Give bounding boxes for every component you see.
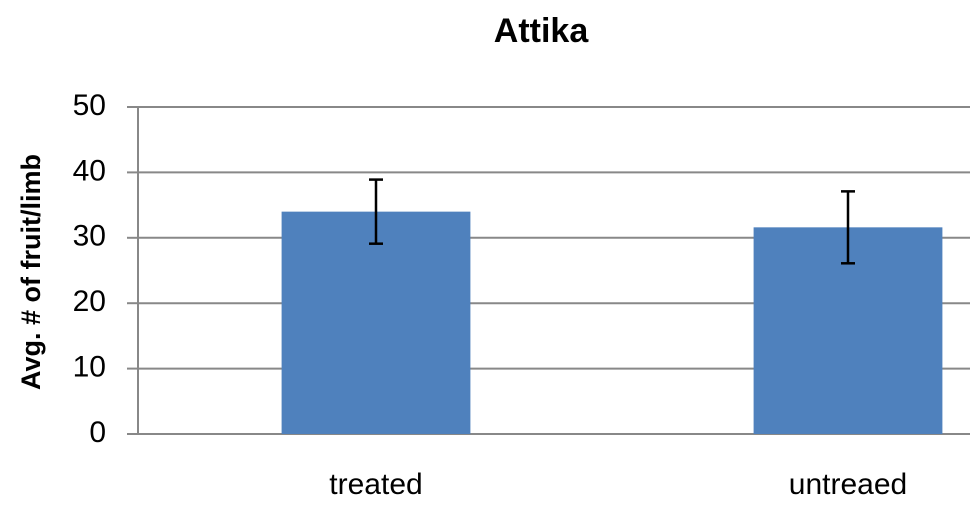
y-axis-label: Avg. # of fruit/limb bbox=[16, 154, 46, 390]
x-tick-label: untreaed bbox=[789, 468, 907, 501]
chart-title: Attika bbox=[494, 12, 590, 50]
y-tick-label: 20 bbox=[73, 285, 106, 318]
y-tick-label: 10 bbox=[73, 351, 106, 384]
y-tick-label: 50 bbox=[73, 89, 106, 122]
error-bar bbox=[841, 190, 855, 265]
y-tick-label: 40 bbox=[73, 154, 106, 187]
bar bbox=[281, 211, 471, 434]
y-tick-label: 30 bbox=[73, 220, 106, 253]
x-tick-label: treated bbox=[329, 468, 422, 501]
y-tick-label: 0 bbox=[89, 416, 106, 449]
error-bar bbox=[369, 178, 383, 245]
